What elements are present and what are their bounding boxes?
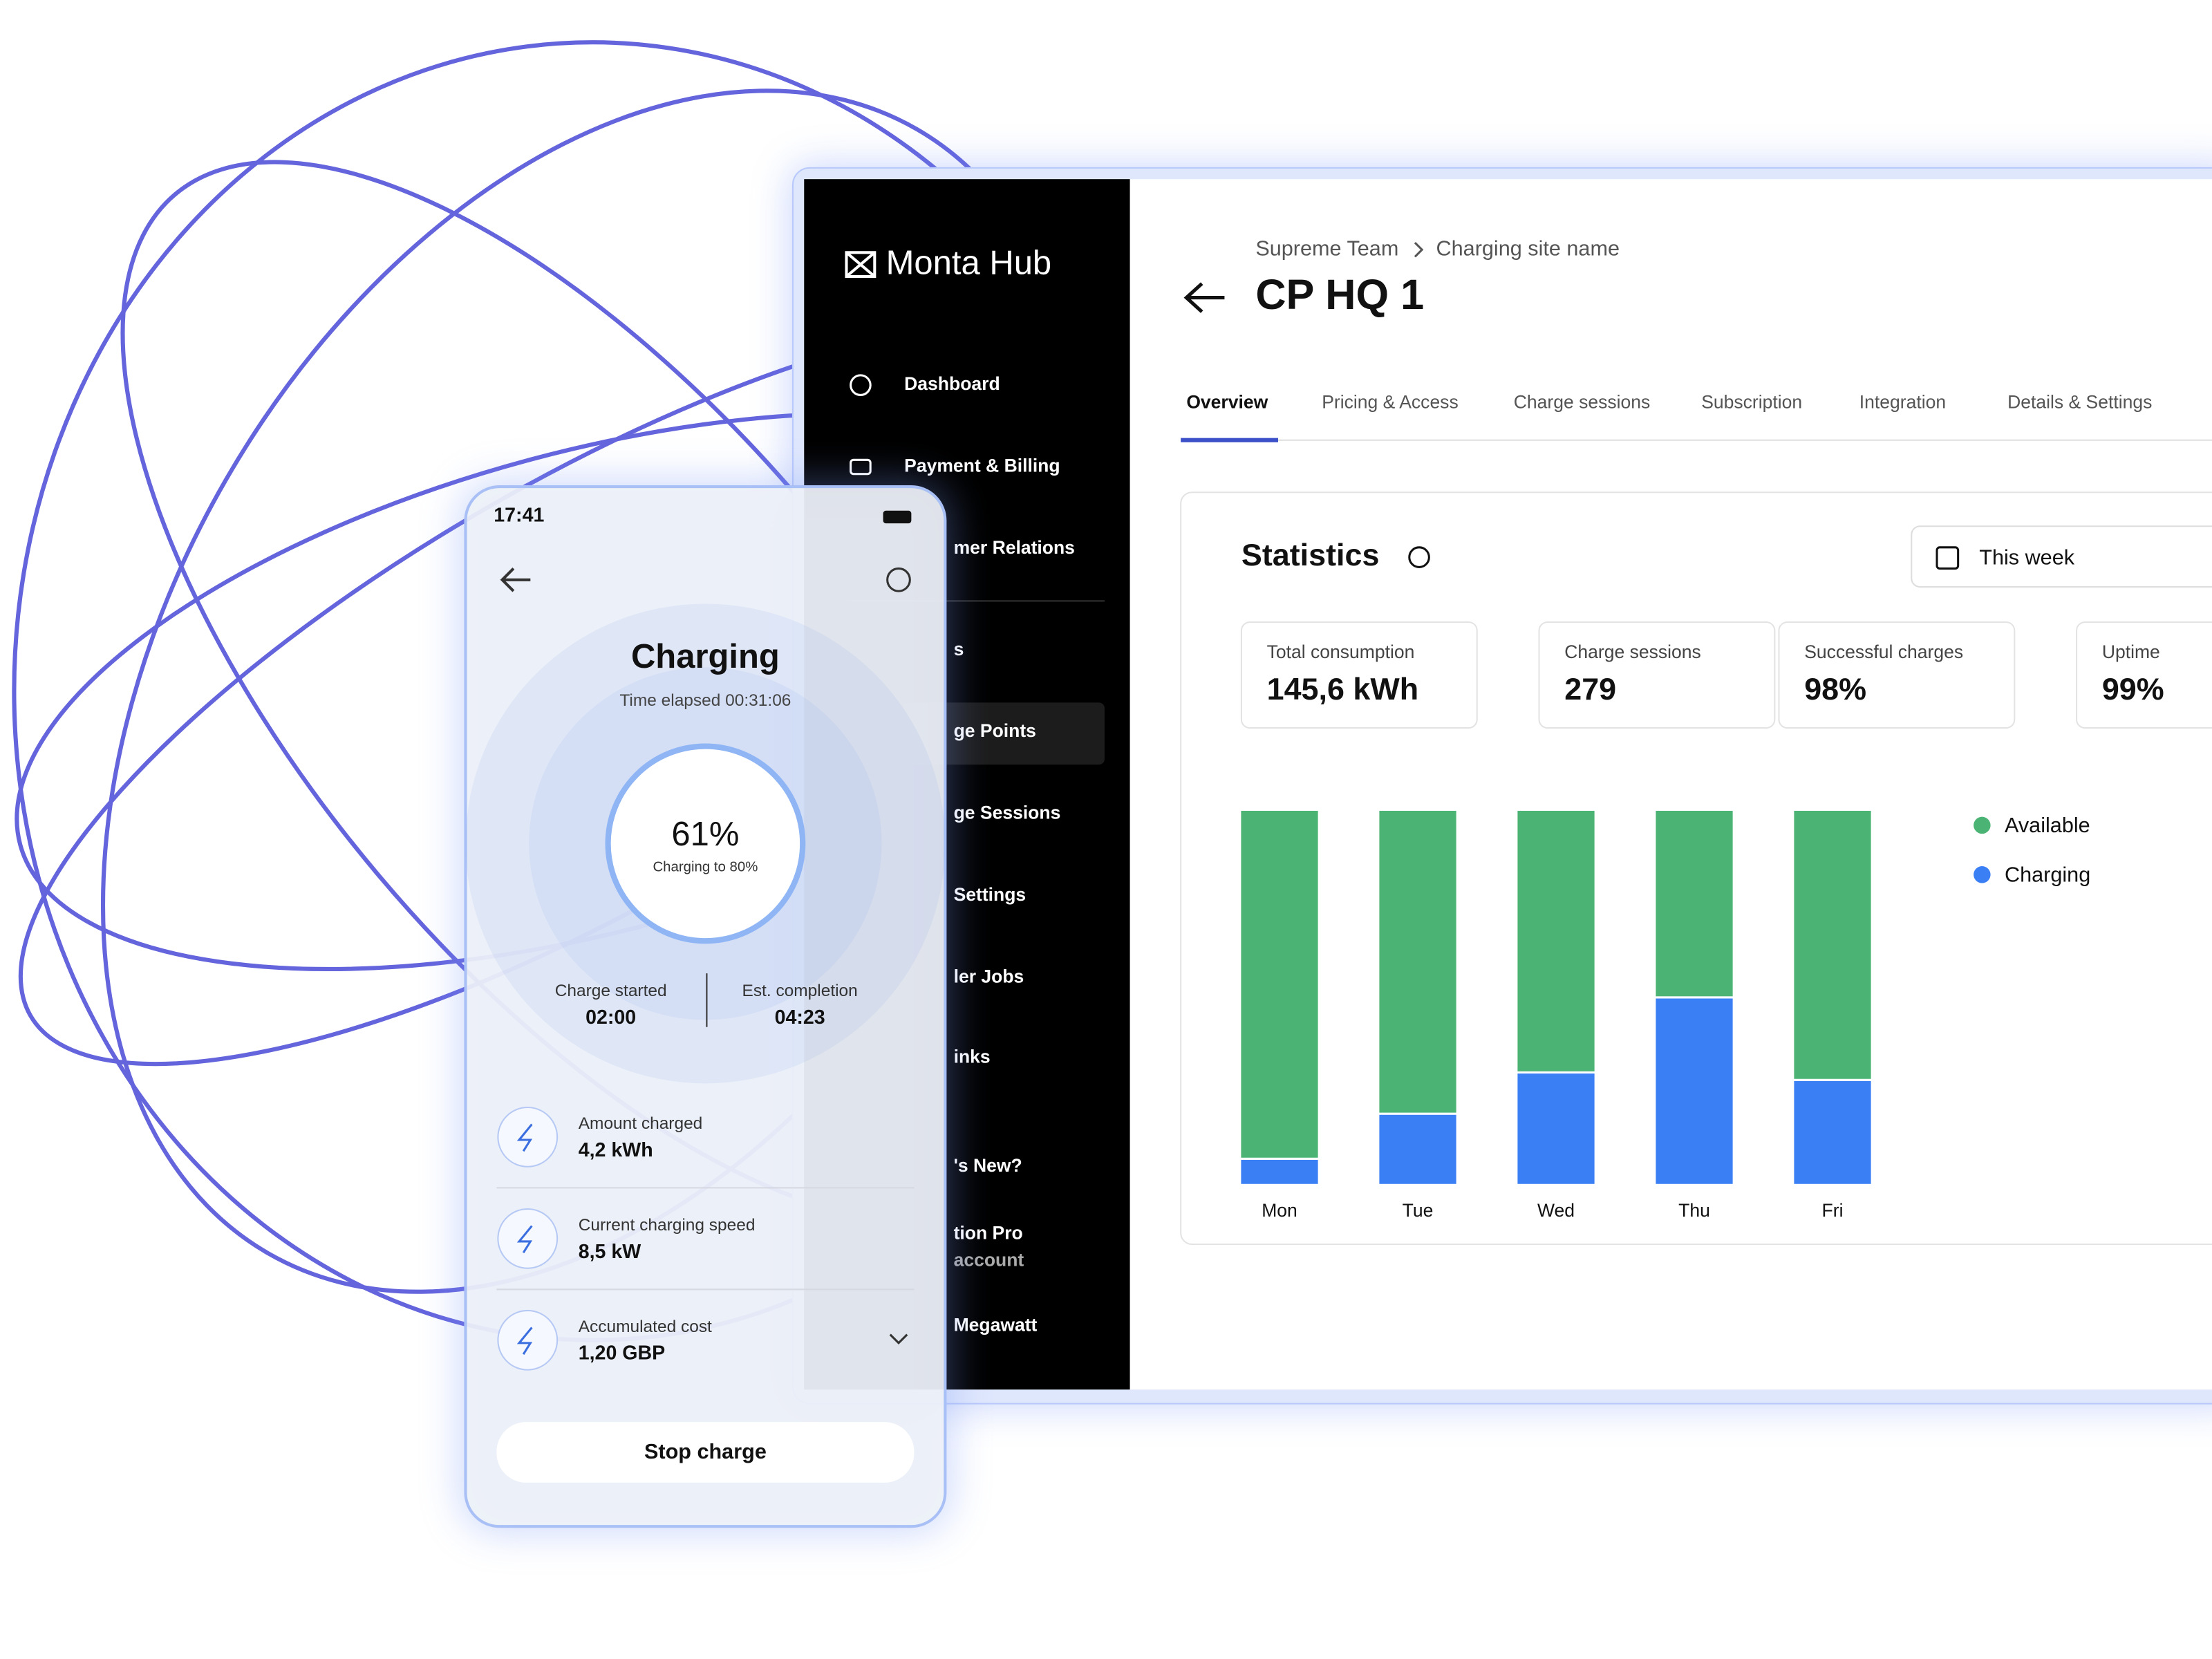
legend-swatch: [1974, 866, 1991, 883]
back-arrow[interactable]: [500, 568, 531, 592]
completion-value: 04:23: [775, 1006, 825, 1029]
phone-title: Charging: [631, 638, 780, 675]
kpi-label: Uptime: [2102, 641, 2160, 662]
tab[interactable]: Pricing & Access: [1322, 392, 1458, 413]
stop-label[interactable]: Stop charge: [644, 1440, 767, 1463]
nav-item[interactable]: ge Sessions: [954, 803, 1061, 823]
page-title: CP HQ 1: [1255, 271, 1424, 318]
row-icon: [497, 1107, 559, 1168]
nav-item[interactable]: ler Jobs: [954, 966, 1024, 986]
nav-item[interactable]: ge Points: [954, 720, 1036, 741]
nav-item[interactable]: 's New?: [954, 1155, 1022, 1176]
status-time: 17:41: [494, 504, 544, 526]
kpi-card: [1240, 621, 1478, 729]
row-label: Current charging speed: [579, 1216, 756, 1235]
row-glyph: [516, 1327, 533, 1355]
percent: 61%: [671, 816, 739, 853]
nav-item[interactable]: inks: [954, 1047, 991, 1067]
kpi-value: 145,6 kWh: [1267, 671, 1419, 706]
kpi-label: Charge sessions: [1564, 641, 1701, 662]
back-arrow[interactable]: [1183, 282, 1225, 313]
row-icon: [497, 1309, 559, 1371]
breadcrumb-chevron: [1414, 241, 1424, 258]
tab[interactable]: Integration: [1859, 392, 1946, 413]
row-glyph: [516, 1225, 533, 1254]
nav-item[interactable]: account: [954, 1250, 1024, 1271]
nav-selected: [903, 702, 1105, 765]
phone: 17:41 Charging Time elapsed 00:31:06 61% Cha…: [458, 479, 953, 1534]
started-value: 02:00: [585, 1006, 636, 1029]
tab[interactable]: Subscription: [1701, 392, 1802, 413]
bar-segment: [1239, 808, 1320, 1160]
nav-icon: [850, 374, 872, 396]
nav-item[interactable]: Megawatt: [954, 1314, 1038, 1335]
battery-icon: [883, 510, 912, 524]
elapsed: Time elapsed 00:31:06: [619, 691, 791, 710]
tab[interactable]: Overview: [1186, 392, 1268, 413]
kpi-value: 99%: [2102, 671, 2164, 706]
calendar-icon: [1936, 546, 1960, 570]
completion-label: Est. completion: [742, 982, 858, 1000]
help-icon[interactable]: [886, 567, 911, 592]
breadcrumb[interactable]: Supreme Team: [1255, 236, 1398, 260]
bar-segment: [1515, 1071, 1597, 1186]
row-label: Accumulated cost: [579, 1318, 712, 1336]
nav-item[interactable]: Settings: [954, 884, 1027, 905]
legend-label: Charging: [2005, 863, 2090, 886]
stop-button[interactable]: [496, 1422, 915, 1483]
help-icon: [1408, 546, 1430, 568]
nav-item[interactable]: mer Relations: [954, 537, 1075, 558]
bar-segment: [1515, 808, 1597, 1074]
nav-item[interactable]: tion Pro: [954, 1223, 1023, 1244]
started-label: Charge started: [555, 982, 667, 1000]
nav-item[interactable]: s: [954, 639, 964, 659]
tab[interactable]: Charge sessions: [1514, 392, 1651, 413]
row-value: 4,2 kWh: [579, 1139, 653, 1161]
kpi-value: 279: [1564, 671, 1616, 706]
target: Charging to 80%: [653, 859, 758, 874]
stats-title: Statistics: [1241, 537, 1380, 572]
x-tick-label: Mon: [1262, 1200, 1297, 1221]
x-tick-label: Tue: [1403, 1200, 1434, 1221]
row-glyph: [516, 1123, 533, 1152]
x-tick-label: Fri: [1822, 1200, 1844, 1221]
bar-segment: [1377, 808, 1459, 1115]
bar-segment: [1792, 1078, 1873, 1186]
legend-swatch: [1974, 816, 1991, 834]
phone-body: [464, 485, 947, 1528]
breadcrumb: Charging site name: [1436, 236, 1620, 260]
kpi-card: [2076, 621, 2212, 729]
bar-segment: [1792, 808, 1873, 1081]
content: Monta Hub Dashboard Payment & Billing mer R…: [458, 236, 2212, 1534]
nav-icon: [850, 458, 872, 476]
row-label: Amount charged: [579, 1114, 703, 1133]
progress-ring: [605, 743, 806, 944]
x-tick-label: Wed: [1537, 1200, 1575, 1221]
period-button[interactable]: [1911, 525, 2212, 588]
legend-label: Available: [2005, 814, 2090, 837]
x-tick-label: Thu: [1678, 1200, 1710, 1221]
kpi-card: [1538, 621, 1776, 729]
brand: Monta Hub: [886, 245, 1052, 282]
row-icon: [497, 1208, 559, 1269]
kpi-label: Successful charges: [1804, 641, 1963, 662]
kpi-card: [1778, 621, 2016, 729]
row-value: 8,5 kW: [579, 1241, 641, 1263]
bar-segment: [1377, 1112, 1459, 1186]
nav-item[interactable]: Dashboard: [904, 373, 1000, 394]
tab[interactable]: Details & Settings: [2007, 392, 2152, 413]
brand-logo: [845, 251, 877, 279]
kpi-value: 98%: [1804, 671, 1866, 706]
row-value: 1,20 GBP: [579, 1342, 665, 1365]
period-label[interactable]: This week: [1979, 545, 2074, 569]
bar-segment: [1239, 1157, 1320, 1186]
expand-chevron[interactable]: [889, 1333, 908, 1345]
bar-segment: [1653, 996, 1735, 1186]
nav-item[interactable]: Payment & Billing: [904, 456, 1060, 476]
bar-segment: [1653, 808, 1735, 999]
kpi-label: Total consumption: [1267, 641, 1415, 662]
